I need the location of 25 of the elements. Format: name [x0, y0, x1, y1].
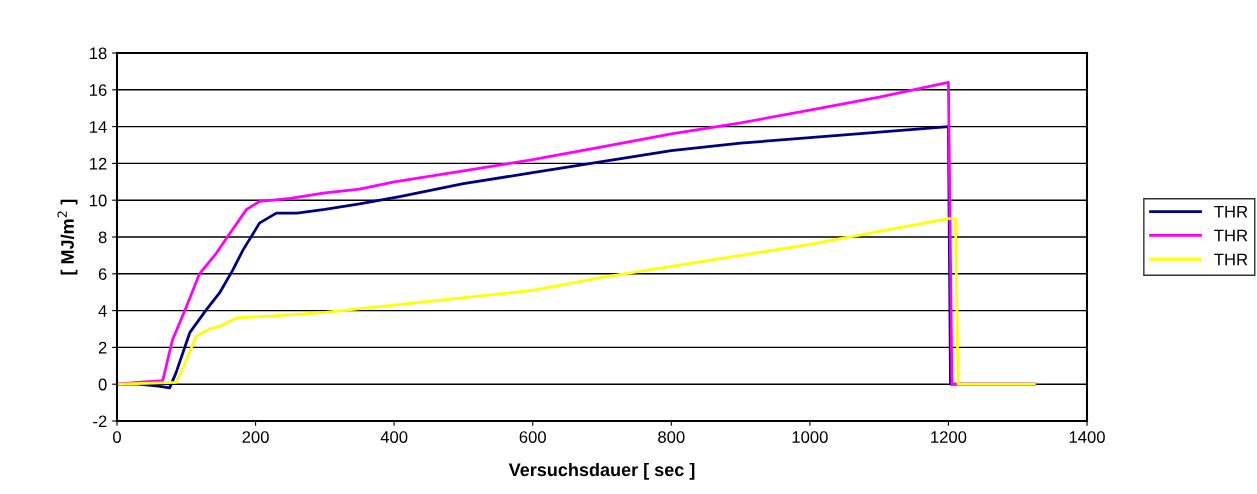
x-tick-label: 400: [380, 431, 408, 443]
y-tick-label: 16: [90, 84, 107, 96]
legend-label: THR: [1214, 253, 1248, 266]
x-tick-label: 1400: [1069, 431, 1105, 443]
x-tick-label: 1000: [792, 431, 828, 443]
x-tick-label: 800: [658, 431, 685, 443]
y-tick-label: 8: [98, 231, 107, 244]
y-tick-label: 12: [90, 157, 107, 170]
y-tick-label: 0: [98, 378, 107, 391]
x-tick-label: 600: [519, 431, 546, 443]
y-tick-label: 18: [90, 47, 107, 60]
y-tick-label: 14: [90, 121, 107, 133]
y-tick-label: 4: [98, 305, 107, 317]
legend-label: THR: [1214, 229, 1248, 242]
y-tick-label: 2: [98, 341, 107, 354]
legend-label: THR: [1214, 205, 1248, 218]
x-tick-label: 0: [113, 431, 121, 443]
x-axis-title: Versuchsdauer [ sec ]: [508, 462, 695, 480]
x-tick-label: 1200: [931, 431, 967, 443]
y-axis-title: [ MJ/m$^{2}$ ]: [57, 199, 78, 275]
y-tick-label: 6: [98, 268, 107, 280]
line-series: [117, 217, 1036, 386]
y-tick-label: -2: [93, 415, 107, 428]
x-tick-label: 200: [242, 431, 269, 443]
y-tick-label: 10: [90, 194, 107, 207]
